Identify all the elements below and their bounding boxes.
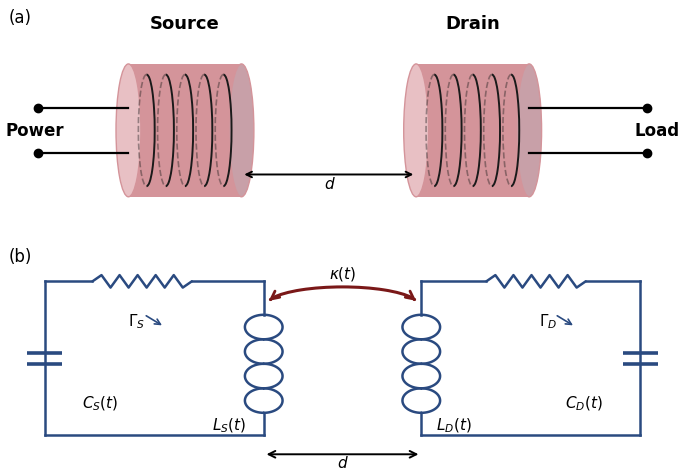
Text: $\Gamma_D$: $\Gamma_D$ <box>539 313 557 331</box>
Ellipse shape <box>403 64 429 197</box>
Text: $\kappa(t)$: $\kappa(t)$ <box>329 265 356 283</box>
Text: $C_S(t)$: $C_S(t)$ <box>82 394 119 413</box>
Text: $\Gamma_S$: $\Gamma_S$ <box>129 313 145 331</box>
Text: Source: Source <box>150 15 220 33</box>
Text: d: d <box>324 177 334 192</box>
Ellipse shape <box>116 64 141 197</box>
Text: $L_S(t)$: $L_S(t)$ <box>212 417 247 436</box>
Bar <box>416 64 529 197</box>
Ellipse shape <box>516 64 542 197</box>
Ellipse shape <box>229 64 254 197</box>
Text: (a): (a) <box>8 9 32 27</box>
Text: d: d <box>338 456 347 471</box>
Text: Drain: Drain <box>445 15 500 33</box>
Text: Power: Power <box>5 123 64 140</box>
Text: (b): (b) <box>8 248 32 266</box>
Text: Load: Load <box>634 123 680 140</box>
Text: $C_D(t)$: $C_D(t)$ <box>565 394 603 413</box>
Text: $L_D(t)$: $L_D(t)$ <box>436 417 472 436</box>
Bar <box>129 64 242 197</box>
